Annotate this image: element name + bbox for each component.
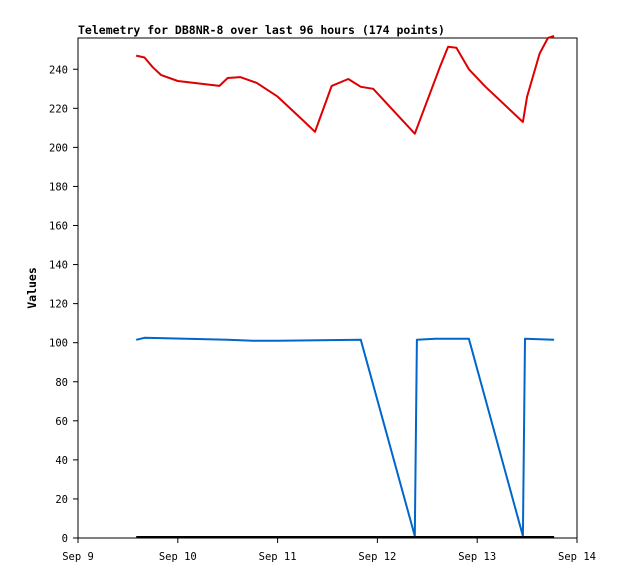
x-tick-label: Sep 9 (62, 551, 94, 563)
y-axis-label: Values (25, 267, 39, 309)
y-tick-label: 180 (49, 181, 68, 193)
y-tick-label: 40 (55, 455, 68, 467)
x-tick-label: Sep 13 (458, 551, 496, 563)
x-tick-label: Sep 12 (358, 551, 396, 563)
y-tick-label: 100 (49, 338, 68, 350)
series-layer (135, 35, 555, 538)
y-tick-label: 60 (55, 416, 68, 428)
series-line-1 (135, 35, 555, 135)
y-tick-label: 160 (49, 221, 68, 233)
y-tick-label: 200 (49, 142, 68, 154)
y-tick-label: 0 (62, 533, 68, 545)
y-tick-label: 140 (49, 260, 68, 272)
y-tick-label: 20 (55, 494, 68, 506)
series-line-2 (135, 336, 555, 537)
y-tick-label: 120 (49, 299, 68, 311)
x-tick-label: Sep 14 (558, 551, 596, 563)
y-axis: 0 20 40 60 80 100 120 140 160 180 200 220 240 (49, 64, 78, 545)
chart-title: Telemetry for DB8NR-8 over last 96 hours… (78, 23, 445, 37)
x-tick-label: Sep 10 (159, 551, 197, 563)
y-tick-label: 220 (49, 103, 68, 115)
y-tick-label: 80 (55, 377, 68, 389)
y-tick-label: 240 (49, 64, 68, 76)
x-axis: Sep 9 Sep 10 Sep 11 Sep 12 Sep 13 Sep 14 (62, 538, 596, 563)
x-tick-label: Sep 11 (259, 551, 297, 563)
